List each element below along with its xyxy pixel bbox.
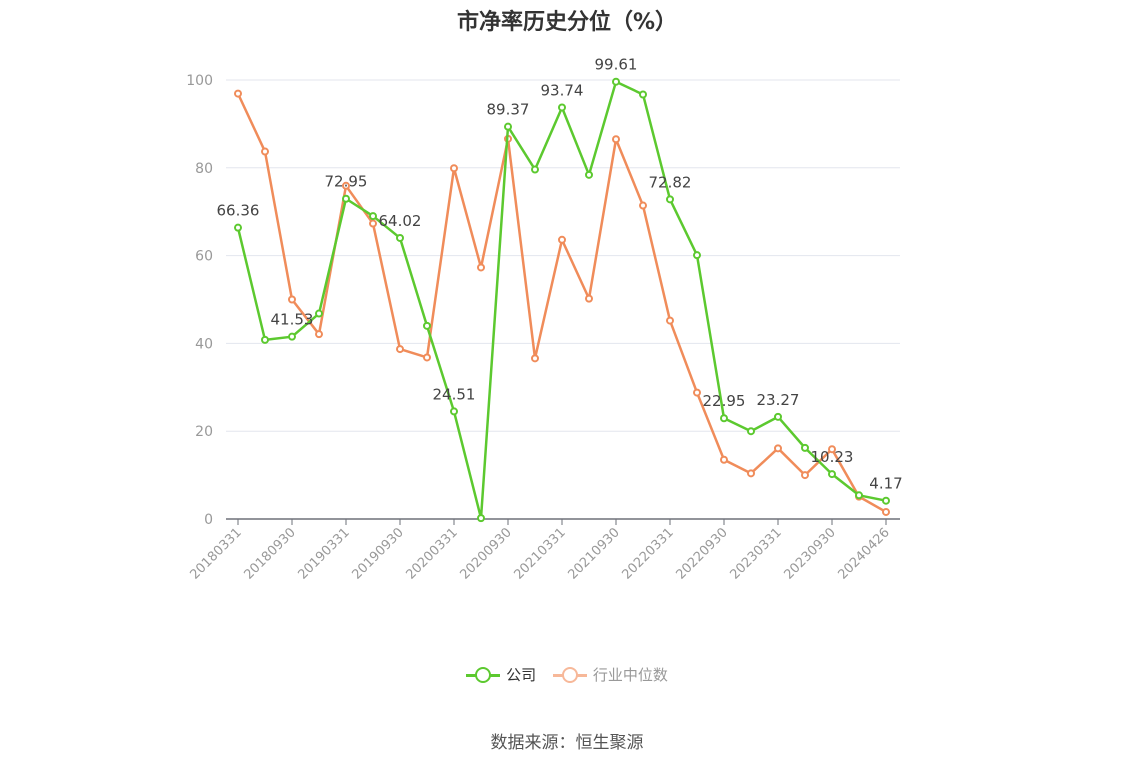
data-point — [423, 353, 431, 362]
series-line-industry — [236, 93, 887, 514]
x-tick-label: 20180930 — [241, 525, 298, 582]
data-labels: 66.36 41.53 72.95 64.02 24.51 89.37 93.74 99.61… — [217, 56, 903, 493]
data-point — [801, 471, 809, 480]
x-tick-label: 20200930 — [457, 525, 514, 582]
data-point — [369, 219, 377, 228]
data-point — [342, 194, 350, 203]
data-point — [342, 181, 350, 190]
data-point — [612, 77, 620, 86]
data-label: 99.61 — [595, 56, 638, 74]
data-point — [747, 469, 755, 478]
data-point — [396, 345, 404, 354]
data-label: 41.53 — [271, 311, 314, 329]
data-point — [828, 470, 836, 479]
data-point — [234, 223, 242, 232]
data-label: 23.27 — [757, 391, 800, 409]
data-point — [288, 295, 296, 304]
data-point — [639, 201, 647, 210]
data-label: 89.37 — [487, 101, 530, 119]
data-label: 66.36 — [217, 202, 260, 220]
series — [234, 77, 890, 523]
data-point — [396, 233, 404, 242]
x-tick-label: 20230331 — [727, 525, 784, 582]
legend-label-company: 公司 — [506, 666, 537, 684]
data-point — [747, 427, 755, 436]
data-point — [801, 443, 809, 452]
data-point — [882, 496, 890, 505]
data-point — [558, 103, 566, 112]
data-point — [315, 309, 323, 318]
data-point — [693, 388, 701, 397]
data-point — [666, 195, 674, 204]
data-label: 10.23 — [811, 448, 854, 466]
data-point — [369, 212, 377, 221]
data-point — [855, 491, 863, 500]
x-tick-label: 20200331 — [403, 525, 460, 582]
data-label: 72.82 — [649, 173, 692, 191]
x-tick-label: 20190930 — [349, 525, 406, 582]
data-point — [234, 89, 242, 98]
legend-label-industry: 行业中位数 — [592, 666, 668, 684]
x-tick-label: 20190331 — [295, 525, 352, 582]
y-tick-label: 20 — [195, 424, 213, 440]
data-label: 4.17 — [869, 475, 902, 493]
data-point — [423, 321, 431, 330]
data-point — [720, 414, 728, 423]
chart-title: 市净率历史分位（%） — [456, 10, 678, 35]
gridlines — [226, 79, 900, 432]
data-point — [261, 335, 269, 344]
data-point — [450, 407, 458, 416]
data-label: 64.02 — [379, 212, 422, 230]
legend-item-company[interactable]: 公司 — [466, 664, 536, 685]
data-point — [774, 444, 782, 453]
data-point — [666, 316, 674, 325]
data-point — [882, 507, 890, 516]
data-point — [531, 354, 539, 363]
data-point — [450, 164, 458, 173]
x-tick-label: 20220930 — [673, 525, 730, 582]
data-point — [315, 330, 323, 339]
data-point — [828, 445, 836, 454]
x-tick-label: 20220331 — [619, 525, 676, 582]
data-point — [558, 235, 566, 244]
data-point — [612, 135, 620, 144]
legend-marker-company — [466, 666, 501, 683]
x-tick-label: 20180331 — [187, 525, 244, 582]
data-label: 72.95 — [325, 173, 368, 191]
data-point — [585, 294, 593, 303]
legend-marker-industry — [552, 666, 587, 683]
data-point — [531, 165, 539, 174]
data-point — [288, 332, 296, 341]
data-point — [477, 263, 485, 272]
x-tick-label: 20230930 — [781, 525, 838, 582]
source-note: 数据来源：恒生聚源 — [490, 733, 644, 753]
y-tick-label: 40 — [195, 336, 213, 352]
legend: 公司 行业中位数 — [0, 664, 1134, 687]
y-tick-label: 80 — [195, 161, 213, 177]
data-point — [774, 412, 782, 421]
data-point — [261, 147, 269, 156]
series-line-company — [236, 80, 887, 520]
legend-item-industry[interactable]: 行业中位数 — [552, 664, 668, 685]
data-point — [585, 170, 593, 179]
data-point — [477, 514, 485, 523]
y-tick-label: 100 — [186, 73, 213, 89]
data-label: 24.51 — [433, 385, 476, 403]
data-point — [504, 122, 512, 131]
data-label: 93.74 — [541, 81, 584, 99]
data-point — [693, 251, 701, 260]
x-tick-label: 20240426 — [835, 525, 892, 582]
data-point — [720, 455, 728, 464]
data-label: 22.95 — [703, 392, 746, 410]
y-tick-label: 60 — [195, 249, 213, 265]
y-tick-label: 0 — [204, 512, 213, 528]
x-tick-label: 20210331 — [511, 525, 568, 582]
data-point — [639, 90, 647, 99]
x-tick-label: 20210930 — [565, 525, 622, 582]
